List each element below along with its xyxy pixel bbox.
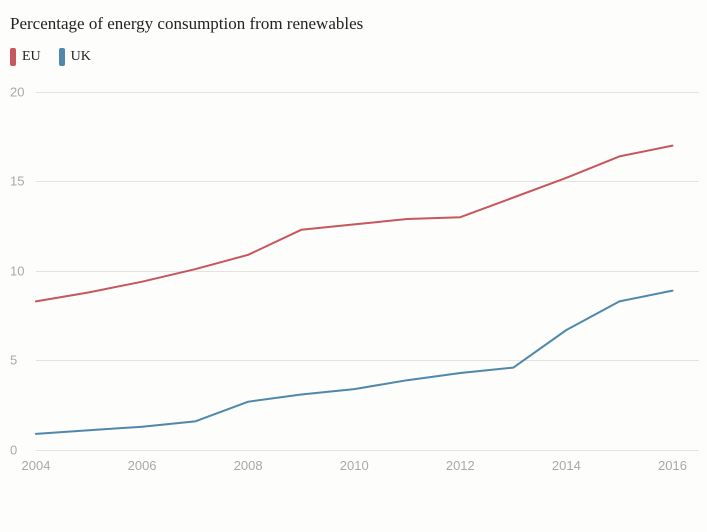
plot-area: 051015202004200620082010201220142016 xyxy=(8,74,699,514)
legend-label-eu: EU xyxy=(22,49,41,65)
legend-label-uk: UK xyxy=(71,49,91,65)
legend: EU UK xyxy=(10,48,699,66)
line-layer xyxy=(8,74,699,474)
series-eu xyxy=(36,146,673,302)
legend-swatch-uk xyxy=(59,48,65,66)
chart-title: Percentage of energy consumption from re… xyxy=(10,14,699,34)
legend-swatch-eu xyxy=(10,48,16,66)
legend-item-uk: UK xyxy=(59,48,91,66)
legend-item-eu: EU xyxy=(10,48,41,66)
chart-container: Percentage of energy consumption from re… xyxy=(0,0,707,532)
series-uk xyxy=(36,291,673,434)
